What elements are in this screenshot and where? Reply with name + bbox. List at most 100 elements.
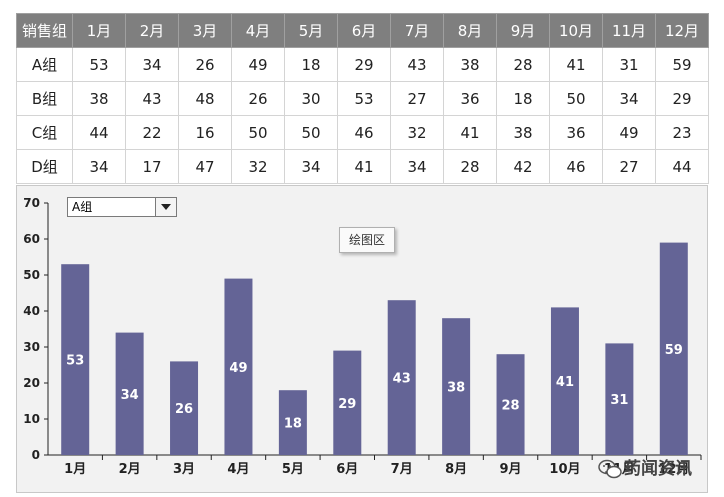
watermark-text: 药闻资讯 (624, 459, 692, 479)
data-label: 59 (665, 343, 683, 358)
bar (442, 318, 471, 455)
y-tick-label: 10 (23, 412, 40, 426)
table-cell: 53 (72, 47, 126, 82)
table-cell: 36 (549, 115, 603, 150)
y-tick-label: 40 (23, 304, 40, 318)
table-cell: 28 (443, 149, 497, 184)
x-tick-label: 1月 (64, 462, 86, 477)
table-cell: 38 (443, 47, 497, 82)
table-cell: 46 (549, 149, 603, 184)
x-tick-label: 3月 (173, 462, 195, 477)
table-cell: 29 (655, 81, 709, 116)
header-month: 9月 (496, 13, 550, 48)
bar (61, 264, 90, 455)
data-label: 29 (338, 397, 356, 412)
plot-area-tooltip: 绘图区 (339, 227, 395, 253)
bar (170, 361, 199, 455)
table-row: B组 38 43 48 26 30 53 27 36 18 50 34 29 (16, 81, 709, 116)
table-header-row: 销售组 1月 2月 3月 4月 5月 6月 7月 8月 9月 10月 11月 12月 (16, 13, 709, 48)
data-label: 31 (610, 393, 628, 408)
data-label: 41 (556, 375, 574, 390)
bar-chart: 0 10 20 30 40 50 60 70 53 1月 34 2月 26 3月 49 4月 18 5月 29 6月 4… (23, 196, 702, 477)
y-tick-label: 50 (23, 268, 40, 282)
bar (115, 332, 144, 455)
table-cell: 59 (655, 47, 709, 82)
table-row: D组 34 17 47 32 34 41 34 28 42 46 27 44 (16, 149, 709, 184)
sales-table: 销售组 1月 2月 3月 4月 5月 6月 7月 8月 9月 10月 11月 12月 A组 53 34 26 4… (16, 13, 709, 184)
group-selector-dropdown[interactable]: A组 (67, 197, 177, 217)
header-month: 12月 (655, 13, 709, 48)
bar (550, 307, 579, 455)
y-tick-label: 70 (23, 196, 40, 210)
header-month: 7月 (390, 13, 444, 48)
table-cell: 30 (284, 81, 338, 116)
table-cell: 38 (496, 115, 550, 150)
row-group-label: D组 (16, 149, 73, 184)
table-cell: 18 (496, 81, 550, 116)
header-month: 10月 (549, 13, 603, 48)
table-cell: 47 (178, 149, 232, 184)
table-cell: 36 (443, 81, 497, 116)
data-label: 28 (501, 399, 519, 414)
row-group-label: C组 (16, 115, 73, 150)
table-cell: 27 (602, 149, 656, 184)
table-cell: 48 (178, 81, 232, 116)
table-cell: 43 (125, 81, 179, 116)
x-tick-label: 7月 (391, 462, 413, 477)
table-cell: 34 (125, 47, 179, 82)
data-label: 38 (447, 381, 465, 396)
table-cell: 44 (655, 149, 709, 184)
table-cell: 32 (231, 149, 285, 184)
table-cell: 53 (337, 81, 391, 116)
table-cell: 34 (390, 149, 444, 184)
table-cell: 42 (496, 149, 550, 184)
x-tick-label: 5月 (282, 462, 304, 477)
header-month: 11月 (602, 13, 656, 48)
x-tick-label: 2月 (119, 462, 141, 477)
header-month: 6月 (337, 13, 391, 48)
header-month: 5月 (284, 13, 338, 48)
table-cell: 34 (284, 149, 338, 184)
watermark: 药闻资讯 (598, 454, 692, 479)
table-cell: 38 (72, 81, 126, 116)
table-cell: 49 (231, 47, 285, 82)
table-cell: 29 (337, 47, 391, 82)
table-cell: 46 (337, 115, 391, 150)
header-month: 1月 (72, 13, 126, 48)
x-tick-label: 12月 (658, 462, 689, 477)
data-label: 49 (229, 361, 247, 376)
bar (224, 278, 253, 455)
table-cell: 32 (390, 115, 444, 150)
data-label: 18 (284, 417, 302, 432)
table-cell: 23 (655, 115, 709, 150)
table-cell: 34 (602, 81, 656, 116)
x-tick-label: 9月 (500, 462, 522, 477)
y-tick-label: 0 (32, 448, 40, 462)
table-cell: 28 (496, 47, 550, 82)
table-cell: 17 (125, 149, 179, 184)
bar (659, 242, 688, 455)
table-cell: 41 (549, 47, 603, 82)
table-cell: 44 (72, 115, 126, 150)
y-tick-label: 20 (23, 376, 40, 390)
header-month: 4月 (231, 13, 285, 48)
dropdown-arrow-icon[interactable] (155, 198, 176, 216)
table-cell: 26 (178, 47, 232, 82)
row-group-label: B组 (16, 81, 73, 116)
x-tick-label: 10月 (549, 462, 580, 477)
row-group-label: A组 (16, 47, 73, 82)
table-cell: 26 (231, 81, 285, 116)
table-cell: 22 (125, 115, 179, 150)
x-tick-label: 6月 (336, 462, 358, 477)
chart-area[interactable]: 0 10 20 30 40 50 60 70 53 1月 34 2月 26 3月 49 4月 18 5月 29 6月 4… (16, 185, 708, 493)
data-label: 26 (175, 402, 193, 417)
data-label: 34 (121, 388, 139, 403)
y-tick-label: 30 (23, 340, 40, 354)
table-cell: 41 (443, 115, 497, 150)
table-row: C组 44 22 16 50 50 46 32 41 38 36 49 23 (16, 115, 709, 150)
table-cell: 49 (602, 115, 656, 150)
header-month: 2月 (125, 13, 179, 48)
header-group: 销售组 (16, 13, 73, 48)
x-tick-label: 4月 (227, 462, 249, 477)
table-cell: 27 (390, 81, 444, 116)
